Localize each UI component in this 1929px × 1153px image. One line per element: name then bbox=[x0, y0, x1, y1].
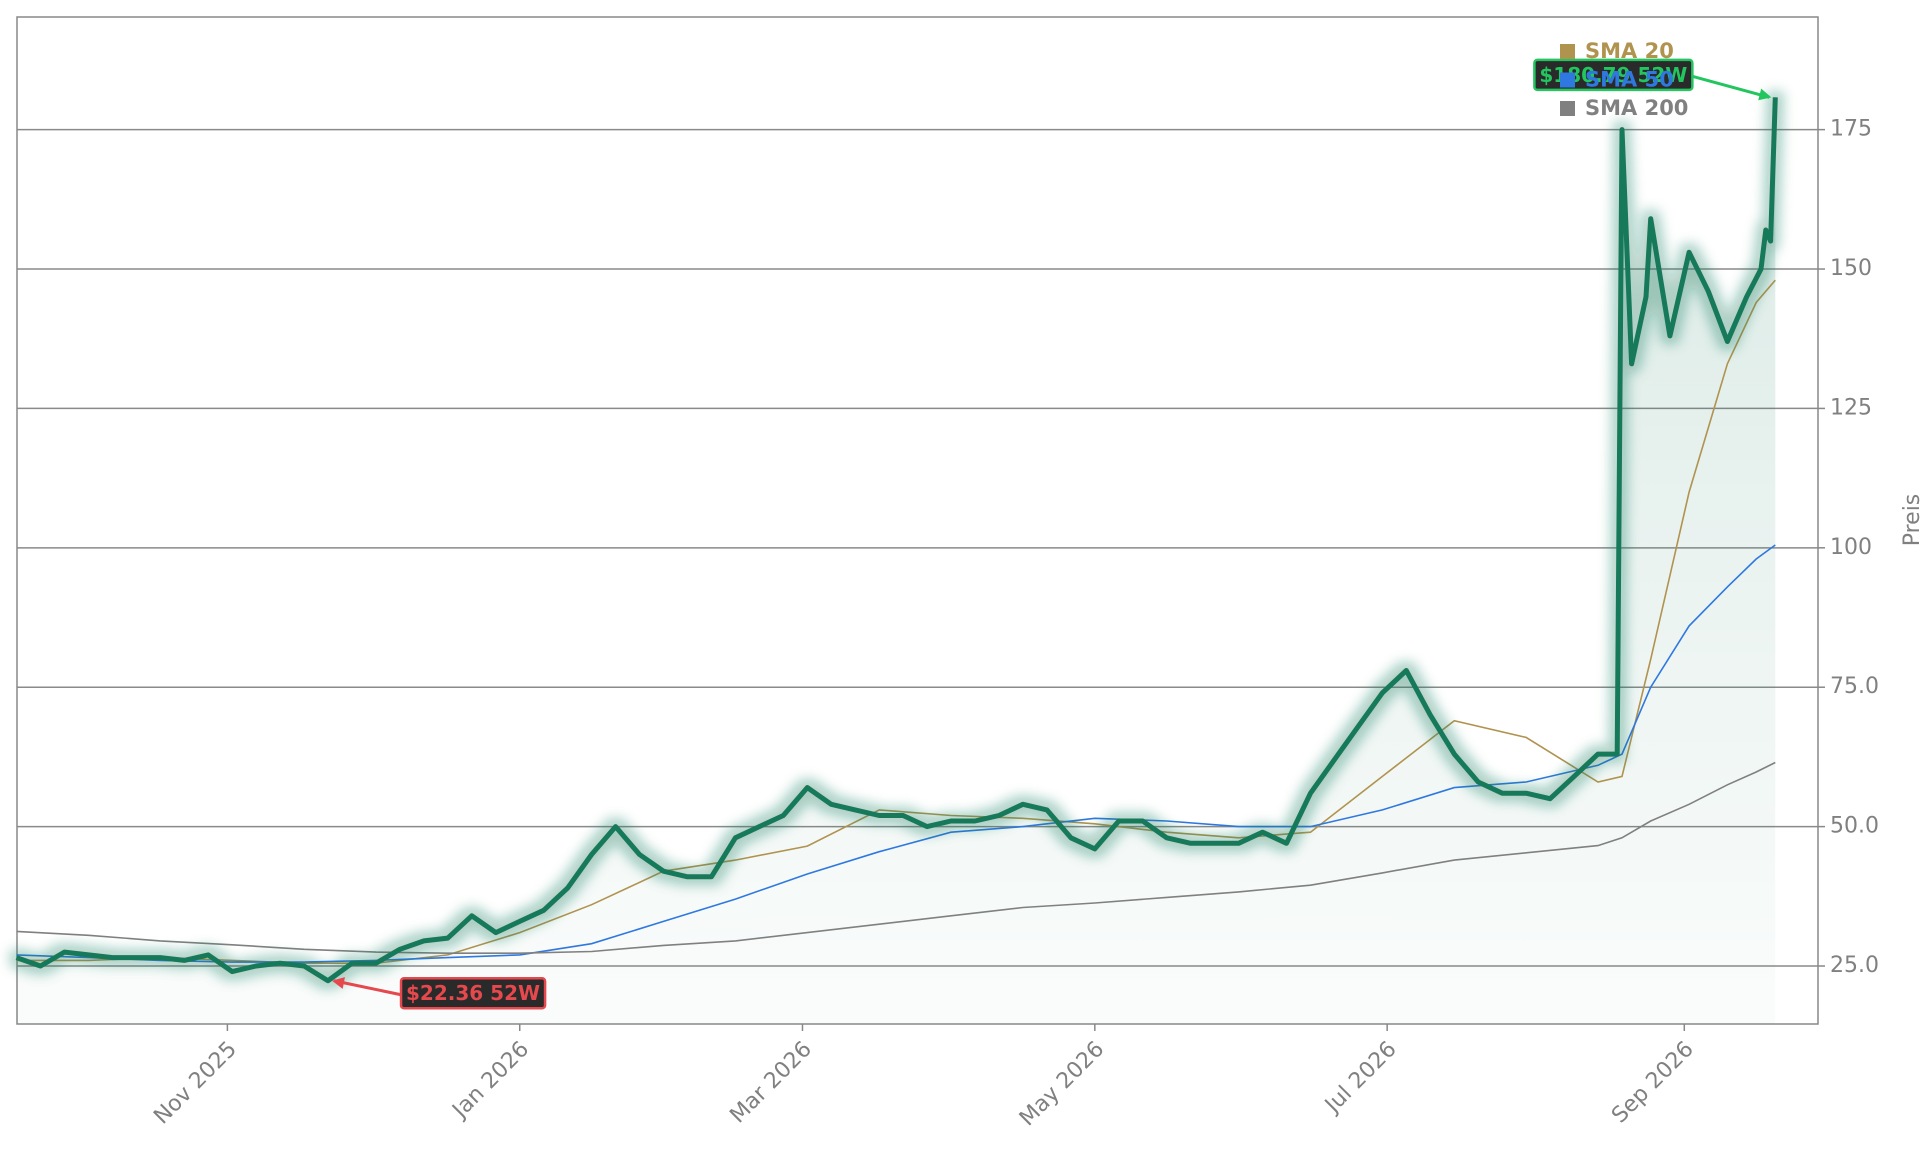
y-tick-label: 125 bbox=[1830, 395, 1872, 420]
x-tick-label: Sep 2026 bbox=[1607, 1037, 1699, 1129]
y-tick-label: 75.0 bbox=[1830, 674, 1879, 699]
legend-label: SMA 20 bbox=[1585, 39, 1674, 63]
annotation: $22.36 52W bbox=[327, 976, 547, 1010]
annotation-arrow bbox=[1691, 74, 1770, 99]
legend-marker bbox=[1560, 72, 1575, 88]
legend-marker bbox=[1560, 44, 1575, 59]
price-line bbox=[15, 97, 1778, 984]
legend-label: SMA 200 bbox=[1585, 96, 1688, 120]
x-tick-label: Jul 2026 bbox=[1319, 1037, 1401, 1119]
annotation-arrowhead bbox=[332, 977, 345, 989]
x-tick-label: Mar 2026 bbox=[725, 1037, 817, 1129]
y-tick-label: 25.0 bbox=[1830, 953, 1879, 978]
y-tick-label: 175 bbox=[1830, 117, 1872, 142]
annotation-arrowhead bbox=[1758, 88, 1772, 101]
legend-label: SMA 50 bbox=[1585, 68, 1674, 92]
x-tick-label: May 2026 bbox=[1015, 1037, 1109, 1131]
y-tick-label: 50.0 bbox=[1830, 814, 1879, 839]
x-tick-label: Nov 2025 bbox=[149, 1037, 242, 1130]
price-area bbox=[16, 97, 1776, 1025]
y-axis-label: Preis bbox=[1900, 494, 1925, 547]
x-tick-label: Jan 2026 bbox=[447, 1037, 535, 1125]
y-tick-label: 150 bbox=[1830, 256, 1872, 281]
y-tick-label: 100 bbox=[1830, 535, 1872, 560]
legend-marker bbox=[1560, 101, 1575, 116]
annotation-label: $22.36 52W bbox=[406, 981, 540, 1005]
sma-line bbox=[16, 761, 1776, 954]
annotation-arrow bbox=[333, 979, 402, 997]
